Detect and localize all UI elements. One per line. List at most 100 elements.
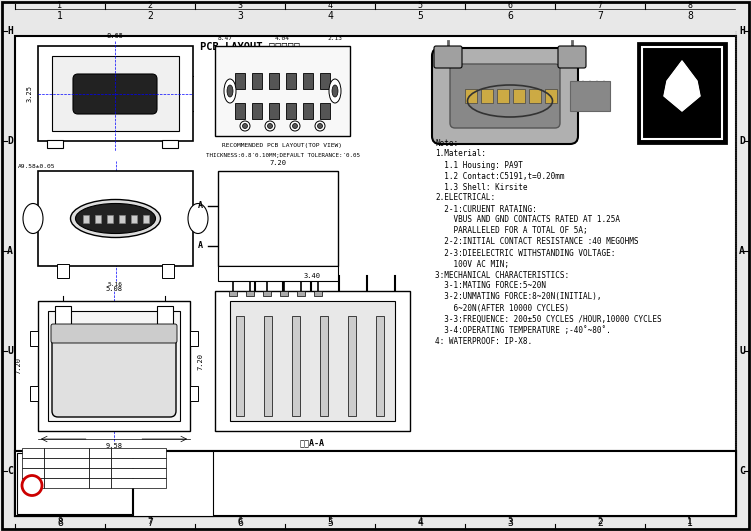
Bar [47, 140, 63, 148]
Text: 7: 7 [598, 2, 602, 11]
Text: 东莞市颖鑫电子科技有限公司: 东莞市颖鑫电子科技有限公司 [38, 489, 114, 499]
Text: 1: 1 [58, 2, 62, 11]
Text: SEE TABLE: SEE TABLE [455, 469, 500, 478]
Text: 1 OF 1: 1 OF 1 [455, 506, 481, 512]
Text: U: U [739, 346, 745, 356]
Text: A9: A9 [29, 460, 37, 466]
Text: 2.ELECTRICAL:: 2.ELECTRICAL: [435, 193, 495, 202]
Text: 3.25: 3.25 [27, 85, 33, 102]
Circle shape [292, 124, 297, 129]
Text: 1: 1 [57, 11, 63, 21]
Text: 3.40: 3.40 [270, 298, 286, 304]
Bar [30, 331, 38, 346]
Bar [303, 103, 313, 119]
Text: VBUS AND GND CONTACTS RATED AT 1.25A: VBUS AND GND CONTACTS RATED AT 1.25A [435, 216, 620, 225]
Text: RECOMMENDED PCB LAYOUT(TOP VIEW): RECOMMENDED PCB LAYOUT(TOP VIEW) [222, 143, 342, 149]
Text: 2015.08.18: 2015.08.18 [305, 486, 351, 495]
Bar [15, 451, 736, 516]
Ellipse shape [188, 203, 208, 234]
Text: 东莞市颌钒电子科技有限公司: 东莞市颌钒电子科技有限公司 [30, 473, 122, 485]
Text: 5: 5 [327, 518, 333, 527]
Text: PIN: PIN [27, 481, 38, 485]
Bar [89, 468, 111, 478]
Text: VBUS: VBUS [59, 460, 74, 466]
Text: 5.08: 5.08 [105, 286, 122, 292]
Ellipse shape [224, 79, 236, 103]
Text: 3.40: 3.40 [304, 273, 321, 279]
Text: B5: B5 [96, 470, 104, 475]
Bar [570, 81, 610, 111]
Bar [263, 291, 271, 296]
Bar [497, 89, 509, 103]
Text: 8.47: 8.47 [218, 36, 233, 40]
Text: 2015.08.18: 2015.08.18 [305, 472, 351, 481]
Text: PARALLELED FOR A TOTAL OF 5A;: PARALLELED FOR A TOTAL OF 5A; [435, 227, 587, 236]
Text: B12: B12 [95, 450, 106, 456]
Text: 4: 4 [418, 518, 423, 527]
Ellipse shape [329, 79, 341, 103]
Bar [44, 478, 89, 488]
Text: PIN: PIN [95, 481, 106, 485]
Bar [545, 89, 557, 103]
Bar [215, 291, 410, 431]
Text: 2: 2 [147, 11, 153, 21]
Bar [38, 301, 190, 431]
Text: DATE :: DATE : [300, 486, 325, 492]
Bar [57, 264, 69, 278]
Bar [30, 386, 38, 401]
Bar [218, 171, 338, 266]
Bar [55, 306, 71, 326]
Text: U: U [7, 346, 13, 356]
Text: 30 Min/1.5M: 30 Min/1.5M [656, 126, 707, 135]
Text: TTYPE-C 6P防水180度立贴L7.2: TTYPE-C 6P防水180度立贴L7.2 [370, 463, 463, 469]
Text: 8.65: 8.65 [107, 33, 123, 39]
Bar [17, 453, 132, 514]
Bar [638, 43, 726, 143]
Text: 剪切A-A: 剪切A-A [300, 439, 325, 448]
Bar [229, 291, 237, 296]
Bar [83, 215, 89, 222]
Text: GND: GND [133, 470, 144, 475]
Bar [252, 73, 262, 89]
Text: A: A [739, 246, 745, 256]
Text: 0~6: 0~6 [138, 466, 148, 470]
Bar [38, 46, 193, 141]
Text: A: A [7, 246, 13, 256]
Text: 5: 5 [327, 518, 333, 528]
Text: B9: B9 [96, 460, 104, 466]
Text: 6: 6 [237, 518, 243, 527]
Text: 1: 1 [687, 518, 693, 528]
Text: D: D [7, 136, 13, 146]
Text: 2: 2 [147, 2, 152, 11]
Text: 7.20: 7.20 [197, 353, 203, 370]
Text: ±0.30: ±0.30 [175, 466, 192, 470]
Text: 100V AC MIN;: 100V AC MIN; [435, 260, 509, 269]
Ellipse shape [76, 203, 155, 234]
Text: 8: 8 [687, 2, 692, 11]
Circle shape [243, 124, 248, 129]
Ellipse shape [332, 85, 338, 97]
Bar [303, 73, 313, 89]
Text: 2-3:DIEELECTRIC WITHSTANDING VOLTAGE:: 2-3:DIEELECTRIC WITHSTANDING VOLTAGE: [435, 249, 615, 258]
FancyBboxPatch shape [450, 64, 560, 128]
Text: 30~120: 30~120 [138, 484, 158, 489]
Text: 3-4:OPERATING TEMPERATURE ;-40˚~80˚.: 3-4:OPERATING TEMPERATURE ;-40˚~80˚. [435, 326, 611, 335]
Text: GND: GND [61, 470, 72, 475]
Text: SHEET NO.: SHEET NO. [370, 506, 409, 512]
Ellipse shape [71, 200, 161, 237]
Text: 5: 5 [418, 2, 423, 11]
Bar [15, 451, 736, 516]
Ellipse shape [75, 76, 155, 112]
Bar [15, 36, 736, 451]
FancyBboxPatch shape [73, 74, 157, 114]
Text: UNIT: mm [inch]: UNIT: mm [inch] [138, 507, 195, 511]
Text: 4: 4 [327, 2, 333, 11]
Circle shape [240, 121, 250, 131]
Text: 5.16: 5.16 [108, 281, 123, 287]
Text: SCALE:1:1   SIZE: A4: SCALE:1:1 SIZE: A4 [138, 510, 213, 516]
Bar [320, 73, 330, 89]
Text: 2-1:CURUENT RATAING:: 2-1:CURUENT RATAING: [435, 204, 537, 213]
Circle shape [318, 124, 322, 129]
Bar [22, 478, 44, 488]
Text: H: H [7, 26, 13, 36]
